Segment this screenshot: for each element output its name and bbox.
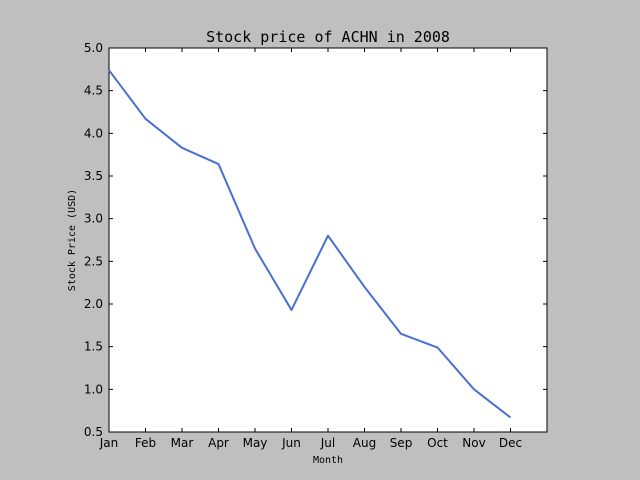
x-tick-label: Dec: [499, 436, 522, 450]
y-tick-label: 0.5: [84, 425, 103, 439]
x-tick-label: May: [243, 436, 268, 450]
x-tick-label: Oct: [427, 436, 448, 450]
chart-title: Stock price of ACHN in 2008: [206, 28, 450, 46]
x-tick-label: Mar: [171, 436, 194, 450]
x-axis: Jan Feb Mar Apr May Jun Jul Aug Sep Oct Nov Dec: [99, 48, 522, 450]
x-tick-label: Aug: [353, 436, 376, 450]
y-tick-label: 1.5: [84, 340, 103, 354]
y-tick-label: 2.5: [84, 254, 103, 268]
y-tick-label: 1.0: [84, 382, 103, 396]
series-line: [108, 69, 512, 419]
y-axis: 0.5 1.0 1.5 2.0 2.5 3.0 3.5 4.0 4.5 5.0: [84, 41, 547, 439]
x-tick-label: Jun: [281, 436, 301, 450]
y-tick-label: 3.5: [84, 169, 103, 183]
plot-area: [108, 47, 548, 433]
x-axis-label: Month: [313, 455, 343, 466]
x-tick-label: Sep: [390, 436, 413, 450]
y-tick-label: 2.0: [84, 297, 103, 311]
y-tick-label: 3.0: [84, 212, 103, 226]
x-tick-label: Jul: [320, 436, 335, 450]
x-tick-label: Nov: [462, 436, 485, 450]
y-tick-label: 4.5: [84, 84, 103, 98]
series-layer: [108, 69, 512, 419]
x-tick-label: Apr: [208, 436, 229, 450]
y-tick-label: 4.0: [84, 126, 103, 140]
x-tick-label: Feb: [135, 436, 156, 450]
y-axis-label: Stock Price (USD): [67, 189, 78, 291]
y-tick-label: 5.0: [84, 41, 103, 55]
x-tick-label: Jan: [99, 436, 119, 450]
